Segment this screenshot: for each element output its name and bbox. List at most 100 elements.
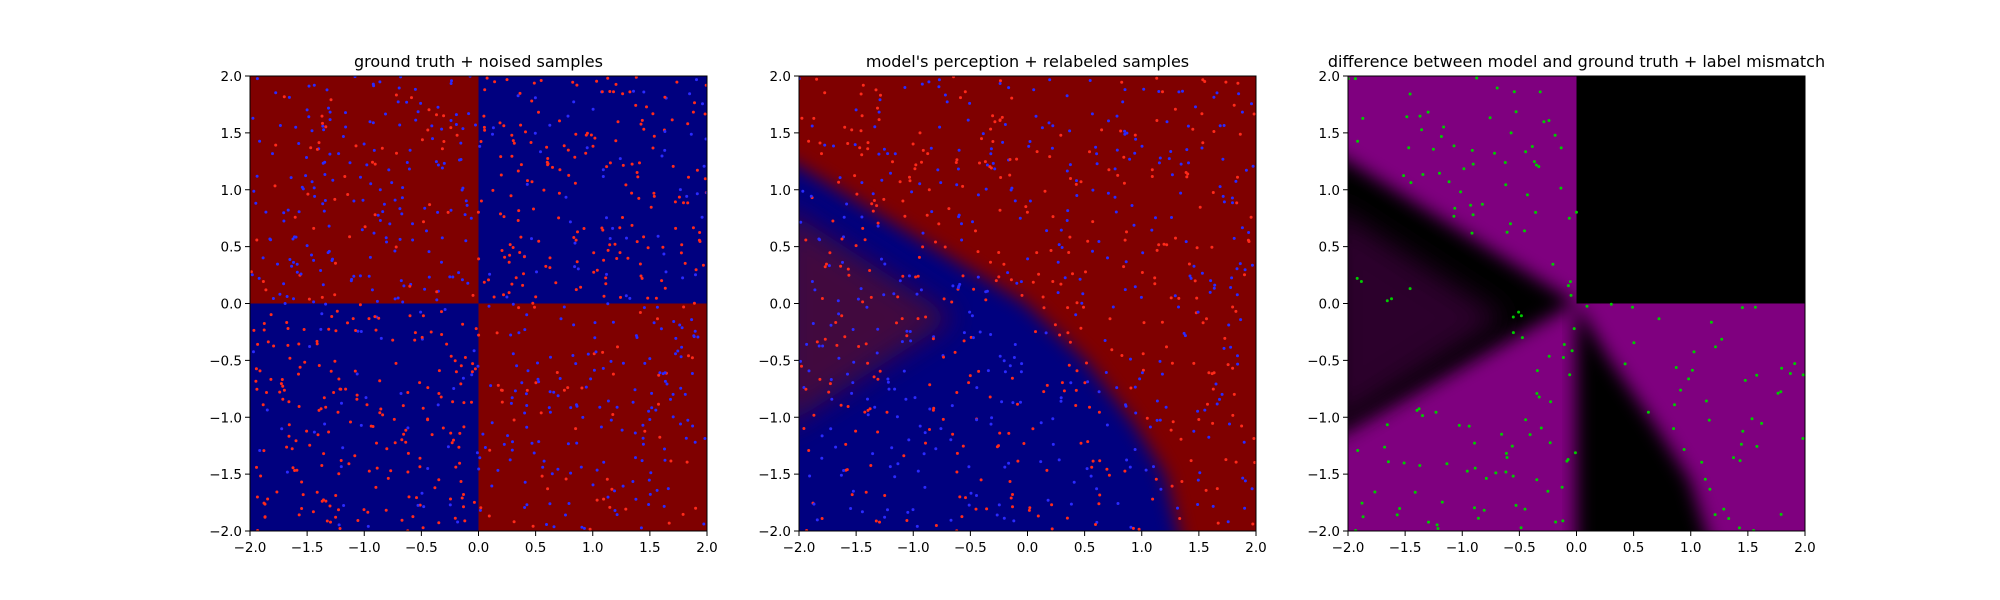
sample-point xyxy=(593,336,597,340)
sample-point xyxy=(420,335,424,339)
sample-point xyxy=(662,504,666,508)
sample-point xyxy=(1546,489,1550,493)
sample-point xyxy=(354,144,358,148)
sample-point xyxy=(880,178,884,182)
sample-point xyxy=(1234,460,1238,464)
sample-point xyxy=(1058,333,1062,337)
sample-point xyxy=(962,339,966,343)
sample-point xyxy=(324,405,328,409)
x-tick-label: −0.5 xyxy=(1503,540,1536,556)
sample-point xyxy=(384,112,387,116)
sample-point xyxy=(875,204,879,208)
sample-point xyxy=(1025,210,1029,214)
sample-point xyxy=(883,262,887,266)
sample-point xyxy=(1051,442,1055,446)
sample-point xyxy=(1032,88,1036,92)
sample-point xyxy=(355,397,359,401)
sample-point xyxy=(459,158,463,161)
sample-point xyxy=(324,499,328,503)
sample-point xyxy=(1682,448,1686,451)
sample-point xyxy=(1504,451,1508,455)
sample-point xyxy=(689,132,693,136)
sample-point xyxy=(1646,410,1650,414)
sample-point xyxy=(1071,272,1074,276)
x-tick-label: 1.0 xyxy=(1680,540,1701,556)
sample-point xyxy=(1198,205,1202,209)
sample-point xyxy=(608,90,612,93)
sample-point xyxy=(525,182,529,186)
sample-point xyxy=(976,275,980,279)
sample-point xyxy=(1000,400,1004,404)
sample-point xyxy=(367,469,371,473)
sample-point xyxy=(266,497,270,501)
sample-point xyxy=(921,231,925,235)
sample-point xyxy=(1138,377,1142,381)
sample-point xyxy=(320,114,324,118)
sample-point xyxy=(620,428,624,432)
sample-point xyxy=(832,144,835,148)
sample-point xyxy=(462,505,465,509)
sample-point xyxy=(589,377,593,381)
sample-point xyxy=(678,323,682,327)
sample-point xyxy=(896,295,900,299)
sample-point xyxy=(663,95,667,99)
sample-point xyxy=(1568,280,1572,284)
sample-point xyxy=(652,134,656,138)
sample-point xyxy=(1473,466,1477,470)
sample-point xyxy=(384,236,388,240)
sample-point xyxy=(879,93,882,97)
sample-point xyxy=(1247,231,1251,234)
sample-point xyxy=(815,340,819,344)
sample-point xyxy=(647,478,651,482)
sample-point xyxy=(612,90,615,94)
sample-point xyxy=(505,78,509,82)
sample-point xyxy=(972,287,976,291)
sample-point xyxy=(690,372,694,375)
sample-point xyxy=(499,388,503,392)
sample-point xyxy=(1221,194,1225,198)
sample-point xyxy=(273,184,277,188)
sample-point xyxy=(263,515,267,519)
sample-point xyxy=(1043,189,1047,193)
sample-point xyxy=(381,210,385,214)
sample-point xyxy=(864,342,868,346)
sample-point xyxy=(1157,90,1161,93)
sample-point xyxy=(1609,302,1613,306)
sample-point xyxy=(491,126,495,130)
sample-point xyxy=(876,224,880,228)
sample-point xyxy=(613,242,617,246)
sample-point xyxy=(526,179,529,183)
sample-point xyxy=(450,441,454,445)
sample-point xyxy=(915,524,919,528)
sample-point xyxy=(285,470,289,474)
sample-point xyxy=(1470,231,1474,235)
sample-point xyxy=(493,80,497,84)
y-axis: 2.01.51.00.50.0−0.5−1.0−1.5−2.0 xyxy=(758,69,799,540)
sample-point xyxy=(613,509,617,512)
sample-point xyxy=(508,243,512,247)
sample-point xyxy=(376,213,380,217)
sample-point xyxy=(1542,120,1546,124)
sample-point xyxy=(1045,468,1049,472)
sample-point xyxy=(844,442,848,446)
sample-point xyxy=(1031,427,1035,431)
sample-point xyxy=(611,320,615,324)
sample-point xyxy=(551,165,554,169)
sample-point xyxy=(485,76,489,80)
x-tick-label: −1.5 xyxy=(291,540,324,556)
sample-point xyxy=(872,375,876,379)
sample-point xyxy=(652,194,656,198)
sample-point xyxy=(483,88,487,92)
sample-point xyxy=(548,266,552,270)
sample-point xyxy=(525,425,529,429)
sample-point xyxy=(905,329,909,333)
sample-point xyxy=(535,270,538,274)
sample-point xyxy=(1034,330,1037,334)
sample-point xyxy=(961,274,965,278)
sample-point xyxy=(646,246,650,250)
sample-point xyxy=(1079,180,1083,184)
sample-point xyxy=(513,389,517,393)
sample-point xyxy=(271,297,275,300)
sample-point xyxy=(386,476,390,480)
sample-point xyxy=(1510,444,1514,448)
